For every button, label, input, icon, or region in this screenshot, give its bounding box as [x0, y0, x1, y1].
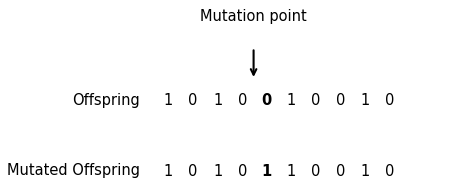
Text: 1: 1: [213, 93, 222, 108]
Text: 0: 0: [385, 164, 395, 178]
Text: 0: 0: [336, 93, 346, 108]
Text: 1: 1: [361, 93, 370, 108]
Text: 0: 0: [237, 164, 247, 178]
Text: 1: 1: [164, 93, 173, 108]
Text: 1: 1: [361, 164, 370, 178]
Text: 1: 1: [164, 164, 173, 178]
Text: Mutated Offspring: Mutated Offspring: [7, 164, 140, 178]
Text: 1: 1: [262, 164, 272, 178]
Text: 1: 1: [213, 164, 222, 178]
Text: 0: 0: [385, 93, 395, 108]
Text: 0: 0: [311, 164, 321, 178]
Text: 0: 0: [188, 93, 198, 108]
Text: 0: 0: [237, 93, 247, 108]
Text: 0: 0: [188, 164, 198, 178]
Text: 0: 0: [336, 164, 346, 178]
Text: 0: 0: [311, 93, 321, 108]
Text: Mutation point: Mutation point: [200, 10, 307, 25]
Text: Offspring: Offspring: [72, 93, 140, 108]
Text: 0: 0: [262, 93, 272, 108]
Text: 1: 1: [287, 93, 296, 108]
Text: 1: 1: [287, 164, 296, 178]
